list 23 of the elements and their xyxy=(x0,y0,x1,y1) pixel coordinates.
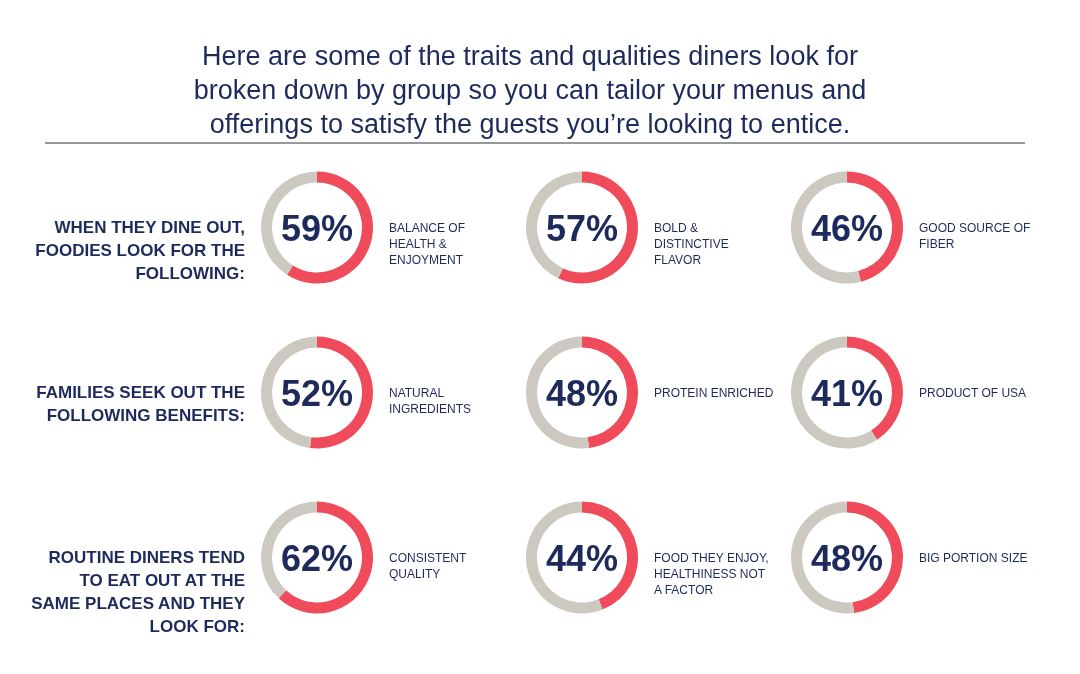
slice-label: BOLD & DISTINCTIVE FLAVOR xyxy=(654,220,729,267)
slice-label: PRODUCT OF USA xyxy=(919,385,1027,400)
text: ROUTINE DINERS TEND TO EAT OUT AT THE SAME PLACES AND THEY LOOK FOR: xyxy=(31,547,246,636)
data-label: 52% xyxy=(280,372,354,414)
slice-label: NATURAL INGREDIENTS xyxy=(389,385,472,416)
data-label: 62% xyxy=(280,537,354,579)
text: FAMILIES SEEK OUT THE FOLLOWING BENEFITS: xyxy=(36,382,245,425)
slice-label: CONSISTENT QUALITY xyxy=(389,550,468,581)
data-label: 48% xyxy=(545,372,619,414)
slice-label: PROTEIN ENRICHED xyxy=(654,385,774,400)
slice-label: BIG PORTION SIZE xyxy=(919,550,1028,565)
data-label: 41% xyxy=(810,372,884,414)
donut-slice xyxy=(278,501,373,614)
data-label: 59% xyxy=(280,207,354,249)
data-label: 48% xyxy=(810,537,884,579)
slice-label: BALANCE OF HEALTH & ENJOYMENT xyxy=(389,220,466,267)
text: WHEN THEY DINE OUT, FOODIES LOOK FOR THE FOLLOWING: xyxy=(35,217,245,283)
data-label: 57% xyxy=(545,207,619,249)
data-label: 46% xyxy=(810,207,884,249)
data-label: 44% xyxy=(545,537,619,579)
slice-label: FOOD THEY ENJOY, HEALTHINESS NOT A FACTOR xyxy=(654,550,769,597)
slice-label: GOOD SOURCE OF FIBER xyxy=(919,220,1031,251)
text: Here are some of the traits and qualities diners look for broken down by group so you can tailor your menus and offerings to satisfy the guests you’re looking to entice. xyxy=(193,41,867,139)
